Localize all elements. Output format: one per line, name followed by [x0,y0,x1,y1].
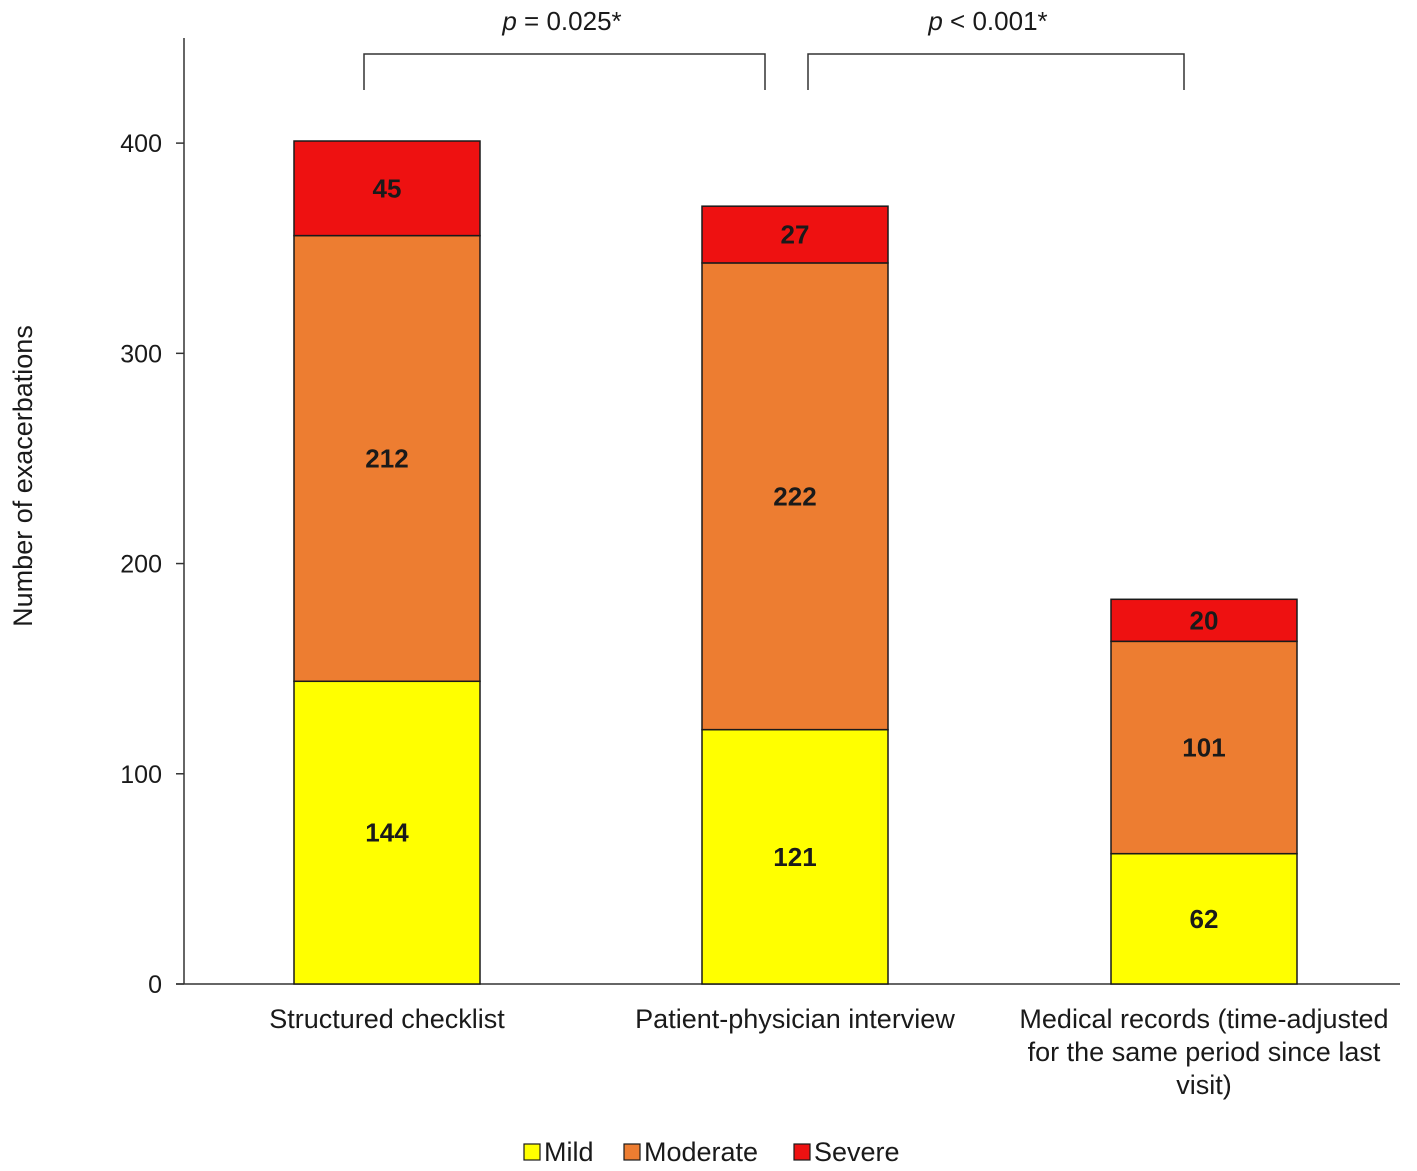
bars: 144 212 45 121 222 27 62 101 20 [293,140,1298,985]
significance-brackets: p = 0.025* p < 0.001* [363,6,1185,90]
data-label: 20 [1190,605,1219,635]
data-label: 27 [781,220,810,250]
y-tick-label: 0 [148,971,162,999]
legend-label-severe: Severe [814,1137,900,1167]
bar-segment-severe [701,205,889,264]
bar-segment-severe [293,140,481,237]
data-label: 62 [1190,904,1219,934]
axes: 0 100 200 300 400 Number of exacerbations Stru… [8,38,1400,1100]
category-label-line: for the same period since last [1028,1037,1381,1067]
data-label: 101 [1182,733,1225,763]
legend-label-moderate: Moderate [644,1137,758,1167]
category-label: Structured checklist [269,1004,505,1034]
y-tick-label: 400 [120,130,162,158]
y-tick-label: 200 [120,551,162,579]
legend-label-mild: Mild [544,1137,594,1167]
bar-segment-severe [1110,598,1298,643]
p-value-text: = 0.025* [517,6,622,36]
y-tick-label: 300 [120,340,162,368]
data-label: 212 [365,443,408,473]
category-label: Patient-physician interview [635,1004,955,1034]
legend-swatch-mild [523,1143,541,1161]
significance-bracket [363,53,766,90]
bar-segment-moderate [1110,640,1298,855]
category-label: Medical records (time-adjusted for the sa… [1019,1004,1388,1100]
legend-swatch-moderate [623,1143,641,1161]
p-symbol: p [501,6,516,36]
legend-swatch-severe [793,1143,811,1161]
bar-segment-mild [1110,852,1298,985]
significance-bracket [807,53,1185,90]
p-symbol: p [927,6,942,36]
bar-segment-mild [293,680,481,985]
category-label-line: Structured checklist [269,1004,505,1034]
data-label: 222 [773,481,816,511]
p-value-label: p < 0.001* [927,6,1047,36]
data-label: 45 [373,173,402,203]
category-label-line: Medical records (time-adjusted [1019,1004,1388,1034]
data-label: 144 [365,818,409,848]
p-value-label: p = 0.025* [501,6,621,36]
y-axis-title: Number of exacerbations [8,325,38,627]
bar-segment-mild [701,728,889,985]
p-value-text: < 0.001* [943,6,1048,36]
bar-segment-moderate [701,262,889,731]
y-tick-label: 100 [120,761,162,789]
legend: Mild Moderate Severe [523,1137,900,1167]
category-label-line: Patient-physician interview [635,1004,955,1034]
category-label-line: visit) [1176,1070,1232,1100]
data-label: 121 [773,842,816,872]
